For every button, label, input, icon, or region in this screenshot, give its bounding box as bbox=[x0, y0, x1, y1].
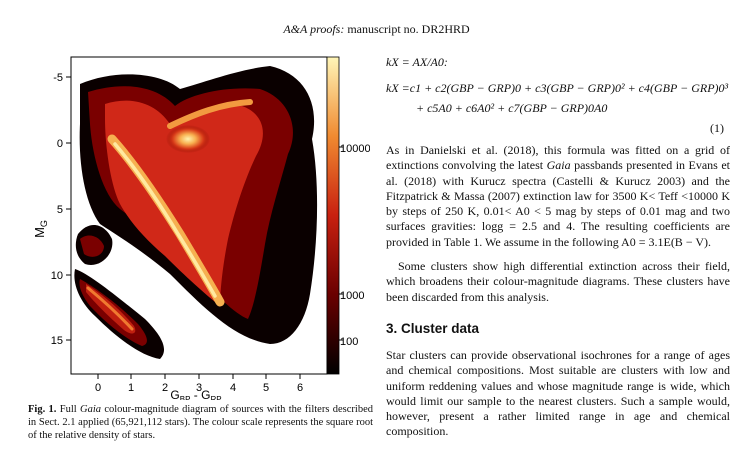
x-tick-label: 6 bbox=[297, 382, 303, 394]
red-clump bbox=[166, 125, 210, 153]
cmd-heatmap-svg: 10000 1000 100 -5 0 5 10 15 MG bbox=[32, 56, 371, 404]
x-tick-label: 5 bbox=[263, 382, 269, 394]
equation-line-3: + c5A0 + c6A0² + c7(GBP − GRP)0A0 bbox=[416, 101, 608, 115]
y-tick-label: 0 bbox=[57, 138, 63, 150]
x-axis-title: GBP - GRP bbox=[170, 388, 221, 400]
y-axis: -5 0 5 10 15 bbox=[51, 72, 71, 347]
paragraph-cluster-data: Star clusters can provide observational … bbox=[386, 348, 730, 439]
y-tick-label: 5 bbox=[57, 204, 63, 216]
equation-number: (1) bbox=[710, 121, 724, 135]
svg-text:MG: MG bbox=[32, 220, 49, 238]
cmd-figure: 10000 1000 100 -5 0 5 10 15 MG bbox=[20, 44, 371, 404]
x-tick-label: 3 bbox=[196, 382, 202, 394]
y-axis-title: MG bbox=[32, 220, 49, 238]
colorbar-label-10000: 10000 bbox=[340, 143, 370, 155]
giant-branch bbox=[167, 99, 253, 129]
paragraph-extinction: As in Danielski et al. (2018), this form… bbox=[386, 143, 730, 249]
x-tick-label: 1 bbox=[128, 382, 134, 394]
x-tick-label: 4 bbox=[230, 382, 236, 394]
manuscript-id: manuscript no. DR2HRD bbox=[347, 22, 470, 36]
equation-line-1: kX = AX/A0: bbox=[386, 55, 448, 69]
x-axis: 0 1 2 3 4 5 6 bbox=[95, 374, 303, 394]
section-title: 3. Cluster data bbox=[386, 321, 480, 336]
figure-caption: Fig. 1. Full Gaia colour-magnitude diagr… bbox=[28, 404, 373, 441]
equation-line-2: kX =c1 + c2(GBP − GRP)0 + c3(GBP − GRP)0… bbox=[386, 81, 729, 95]
colorbar-label-100: 100 bbox=[340, 336, 358, 348]
y-tick-label: 15 bbox=[51, 335, 63, 347]
white-dwarf-sequence bbox=[86, 286, 134, 331]
paragraph-clusters-extinction: Some clusters show high differential ext… bbox=[386, 259, 730, 304]
caption-label: Fig. 1. bbox=[28, 404, 57, 415]
y-tick-label: -5 bbox=[53, 72, 63, 84]
colorbar-label-1000: 1000 bbox=[340, 290, 364, 302]
journal-name: A&A proofs: bbox=[283, 22, 345, 36]
page-header: A&A proofs: manuscript no. DR2HRD bbox=[0, 22, 753, 37]
x-tick-label: 2 bbox=[162, 382, 168, 394]
x-tick-label: 0 bbox=[95, 382, 101, 394]
y-tick-label: 10 bbox=[51, 270, 63, 282]
main-sequence-core bbox=[113, 142, 217, 298]
colorbar bbox=[326, 56, 340, 375]
